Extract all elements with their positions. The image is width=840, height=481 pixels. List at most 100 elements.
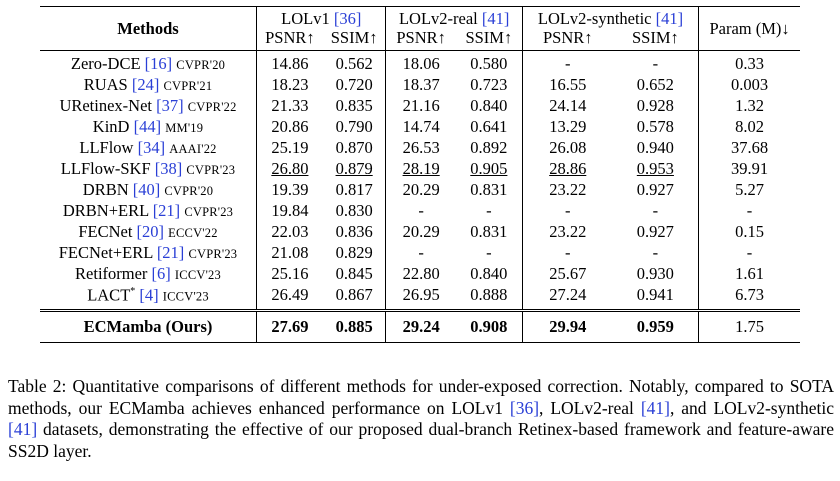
method-cell: KinD [44] MM'19 xyxy=(40,116,257,138)
group-name: LOLv1 xyxy=(281,9,330,28)
value-cell: 1.61 xyxy=(735,263,764,283)
value-cell: 0.840 xyxy=(455,95,523,117)
value-cell: 21.08 xyxy=(271,242,309,262)
method-venue: AAAI'22 xyxy=(169,141,217,156)
value-cell: 0.867 xyxy=(322,284,387,311)
table-row: Zero-DCE [16] CVPR'20 14.86 0.562 18.06 0.58… xyxy=(40,49,800,75)
value-cell: 0.723 xyxy=(455,74,523,96)
caption-tail: datasets, demonstrating the effective of… xyxy=(8,419,834,461)
table-row: DRBN+ERL [21] CVPR'23 19.84 0.830 - - - - - xyxy=(40,200,800,222)
method-cell: FECNet [20] ECCV'22 xyxy=(40,221,257,243)
table-row: Retiformer [6] ICCV'23 25.16 0.845 22.80 0.8… xyxy=(40,263,800,285)
method-cell: FECNet+ERL [21] CVPR'23 xyxy=(40,242,257,264)
value-cell-ours: 0.908 xyxy=(455,309,523,344)
value-cell: 0.830 xyxy=(322,200,387,222)
table-metric-header-row: PSNR↑ SSIM↑ PSNR↑ SSIM↑ PSNR↑ SSIM↑ xyxy=(40,27,800,51)
table-caption: Table 2: Quantitative comparisons of dif… xyxy=(8,376,834,462)
value-cell: 0.888 xyxy=(455,284,523,311)
value-cell: 20.29 xyxy=(402,221,440,241)
results-table-container: Methods LOLv1 [36] LOLv2-real [41] LOLv2… xyxy=(40,5,800,344)
value-cell: 8.02 xyxy=(735,116,764,136)
value-cell: 0.940 xyxy=(612,137,700,159)
method-name: Zero-DCE xyxy=(70,53,141,73)
value-cell-ours: 29.24 xyxy=(385,309,456,344)
method-venue: ECCV'22 xyxy=(168,225,218,240)
value-cell: 0.879 xyxy=(322,158,387,180)
value-cell: 0.641 xyxy=(455,116,523,138)
table-row: LLFlow-SKF [38] CVPR'23 26.80 0.879 28.19 0.… xyxy=(40,158,800,180)
method-venue: CVPR'23 xyxy=(188,246,238,261)
methods-header: Methods xyxy=(40,6,257,51)
value-cell: 0.831 xyxy=(455,221,523,243)
value-cell: 0.15 xyxy=(735,221,764,241)
value-cell-ours: 29.94 xyxy=(522,309,613,344)
psnr-header: PSNR↑ xyxy=(542,27,593,47)
group-ref: [36] xyxy=(333,9,362,28)
value-cell: 5.27 xyxy=(735,179,764,199)
method-ref: [4] xyxy=(139,285,159,305)
method-venue: CVPR'22 xyxy=(187,99,237,114)
value-cell: - xyxy=(746,242,753,262)
value-cell: 21.16 xyxy=(402,95,440,115)
table-row: URetinex-Net [37] CVPR'22 21.33 0.835 21.16… xyxy=(40,95,800,117)
value-cell: 0.941 xyxy=(612,284,700,311)
ssim-header: SSIM↑ xyxy=(455,28,523,51)
value-cell: 0.831 xyxy=(455,179,523,201)
method-ref: [21] xyxy=(152,200,181,220)
value-cell: 28.19 xyxy=(402,158,440,178)
value-cell: 27.24 xyxy=(549,284,587,304)
method-name: DRBN+ERL xyxy=(62,200,149,220)
value-cell: 18.37 xyxy=(402,74,440,94)
group-ref: [41] xyxy=(481,9,510,28)
value-cell: 0.835 xyxy=(322,95,387,117)
value-cell: 16.55 xyxy=(549,74,587,94)
value-cell: 25.16 xyxy=(271,263,309,283)
method-venue: MM'19 xyxy=(165,120,204,135)
method-ref: [21] xyxy=(156,242,185,262)
value-cell-ours: 0.885 xyxy=(322,309,387,344)
caption-ref: [41] xyxy=(640,397,670,418)
value-cell: 19.84 xyxy=(271,200,309,220)
method-ref: [16] xyxy=(144,53,173,73)
method-ref: [34] xyxy=(137,137,166,157)
method-cell: LLFlow [34] AAAI'22 xyxy=(40,137,257,159)
method-ref: [20] xyxy=(136,221,165,241)
value-cell: 0.652 xyxy=(612,74,700,96)
table-group-header-row: Methods LOLv1 [36] LOLv2-real [41] LOLv2… xyxy=(40,5,800,51)
value-cell: 23.22 xyxy=(549,221,587,241)
value-cell: 0.927 xyxy=(612,221,700,243)
table-row: LACT* [4] ICCV'23 26.49 0.867 26.95 0.888 27.… xyxy=(40,284,800,311)
value-cell: 0.836 xyxy=(322,221,387,243)
value-cell: 14.74 xyxy=(402,116,440,136)
value-cell-ours: 0.959 xyxy=(612,309,700,344)
value-cell: 0.829 xyxy=(322,242,387,264)
method-cell: Zero-DCE [16] CVPR'20 xyxy=(40,49,257,75)
method-cell: LACT* [4] ICCV'23 xyxy=(40,284,257,311)
value-cell: 0.578 xyxy=(612,116,700,138)
method-cell: URetinex-Net [37] CVPR'22 xyxy=(40,95,257,117)
ssim-header: SSIM↑ xyxy=(322,28,387,51)
group-ref: [41] xyxy=(655,9,684,28)
value-cell: 25.19 xyxy=(271,137,309,157)
caption-lead: Table 2: Quantitative comparisons of dif… xyxy=(8,376,834,418)
method-name: KinD xyxy=(92,116,130,136)
value-cell: 0.790 xyxy=(322,116,387,138)
value-cell: 37.68 xyxy=(730,137,769,157)
group-header-lolv1: LOLv1 [36] xyxy=(256,5,387,29)
method-ref: [37] xyxy=(156,95,184,115)
value-cell: 18.23 xyxy=(271,74,309,94)
group-name: LOLv2-synthetic xyxy=(537,9,652,28)
value-cell: - xyxy=(455,242,523,264)
table-row-ours: ECMamba (Ours) 27.69 0.885 29.24 0.908 29.94 0… xyxy=(40,309,800,344)
method-venue: CVPR'20 xyxy=(164,183,214,198)
method-name: LLFlow xyxy=(79,137,134,157)
method-venue: CVPR'23 xyxy=(184,204,234,219)
value-cell: 0.580 xyxy=(455,49,523,75)
method-venue: CVPR'20 xyxy=(176,57,226,72)
method-cell: RUAS [24] CVPR'21 xyxy=(40,74,257,96)
value-cell: 0.870 xyxy=(322,137,387,159)
value-cell: 19.39 xyxy=(271,179,309,199)
method-ref: [38] xyxy=(154,158,183,178)
value-cell: 22.80 xyxy=(402,263,440,283)
value-cell: 0.003 xyxy=(730,74,769,94)
